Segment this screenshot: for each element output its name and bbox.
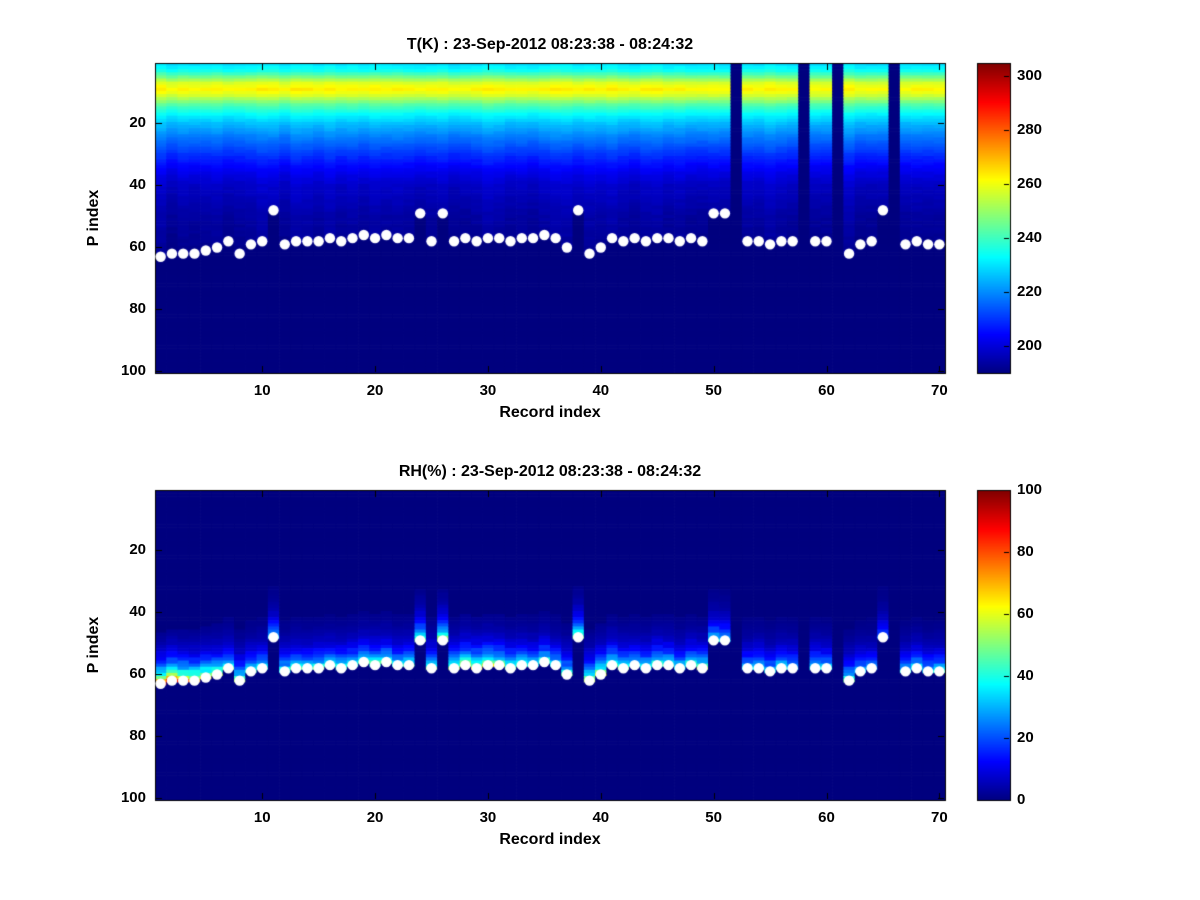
colorbar-tick-label: 280 [1017,121,1043,139]
colorbar-tick-label: 240 [1017,229,1043,247]
temperature-chart-title: T(K) : 23-Sep-2012 08:23:38 - 08:24:32 [406,36,694,53]
humidity-chart-title: RH(%) : 23-Sep-2012 08:23:38 - 08:24:32 [398,463,702,480]
y-tick-label: 80 [129,727,146,745]
colorbar-tick-label: 20 [1017,729,1034,746]
humidity-heatmap-canvas [0,450,1200,900]
temperature-xaxis-label: Record index [499,404,601,421]
y-tick-label: 40 [129,603,146,621]
y-tick-label: 20 [129,541,146,559]
temperature-heatmap-canvas [0,0,1200,450]
y-tick-label: 100 [120,789,146,807]
colorbar-tick-label: 80 [1017,543,1034,560]
x-tick-label: 50 [705,809,722,826]
y-tick-label: 100 [120,362,146,380]
y-tick-label: 20 [129,114,146,132]
y-tick-label: 80 [129,300,146,318]
humidity-xaxis-label: Record index [499,831,601,848]
x-tick-label: 10 [253,809,271,826]
x-tick-label: 60 [818,809,835,826]
y-tick-label: 40 [129,176,146,194]
x-tick-label: 30 [479,382,497,399]
x-tick-label: 40 [592,809,610,826]
x-tick-label: 70 [931,809,948,826]
colorbar-tick-label: 40 [1017,667,1034,684]
colorbar-tick-label: 100 [1017,481,1043,498]
x-tick-label: 20 [366,809,384,826]
colorbar-tick-label: 300 [1017,67,1043,85]
colorbar-tick-label: 260 [1017,175,1043,193]
y-tick-label: 60 [129,238,146,256]
x-tick-label: 60 [818,382,835,399]
x-tick-label: 30 [479,809,497,826]
x-tick-label: 40 [592,382,610,399]
x-tick-label: 50 [705,382,722,399]
colorbar-tick-label: 0 [1017,791,1026,808]
x-tick-label: 20 [366,382,384,399]
y-tick-label: 60 [129,665,146,683]
colorbar-tick-label: 200 [1017,337,1043,355]
colorbar-tick-label: 60 [1017,605,1034,622]
x-tick-label: 10 [253,382,271,399]
colorbar-tick-label: 220 [1017,283,1043,301]
x-tick-label: 70 [931,382,948,399]
